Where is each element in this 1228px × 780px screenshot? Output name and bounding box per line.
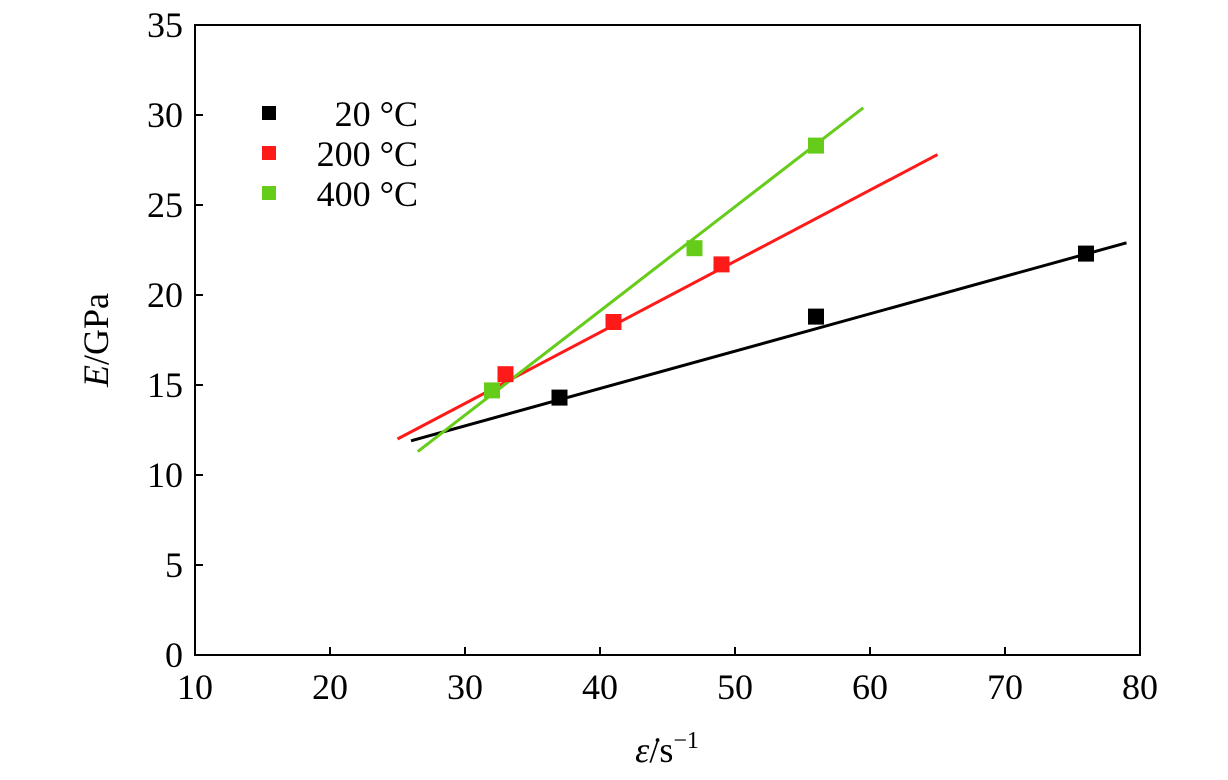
legend-marker	[262, 186, 276, 200]
data-point	[686, 240, 703, 257]
x-tick-label: 20	[312, 667, 348, 707]
x-tick-label: 60	[852, 667, 888, 707]
data-point	[1078, 245, 1094, 262]
y-axis-ticks: 0 5 10 15 20 25 30 35	[147, 5, 203, 675]
fit-line	[410, 241, 1127, 443]
data-point	[605, 314, 622, 330]
legend-label: 400 °C	[317, 174, 418, 214]
data-point	[808, 308, 824, 325]
y-tick-label: 25	[147, 185, 183, 225]
data-markers	[484, 137, 1094, 406]
y-tick-label: 15	[147, 365, 183, 405]
legend-label: 20 °C	[335, 94, 418, 134]
y-tick-label: 5	[165, 545, 183, 585]
x-tick-label: 80	[1122, 667, 1158, 707]
legend-marker	[262, 106, 276, 120]
x-tick-label: 30	[447, 667, 483, 707]
x-tick-label: 40	[582, 667, 618, 707]
data-point	[497, 366, 514, 383]
fit-lines	[396, 106, 1127, 453]
x-tick-label: 70	[987, 667, 1023, 707]
fit-line	[396, 153, 939, 441]
legend-label: 200 °C	[317, 134, 418, 174]
x-tick-label: 50	[717, 667, 753, 707]
y-tick-label: 20	[147, 275, 183, 315]
data-point	[713, 256, 730, 273]
y-tick-label: 0	[165, 635, 183, 675]
x-axis-title: ε̇/s−1	[635, 728, 699, 770]
y-tick-label: 35	[147, 5, 183, 45]
plot-frame	[194, 24, 1141, 656]
x-tick-label: 10	[177, 667, 213, 707]
y-tick-label: 10	[147, 455, 183, 495]
data-point	[808, 137, 824, 154]
data-point	[551, 389, 568, 406]
y-axis-title: E/GPa	[76, 293, 116, 388]
y-tick-label: 30	[147, 95, 183, 135]
legend-marker	[262, 146, 276, 160]
fit-line	[416, 106, 865, 453]
data-point	[484, 382, 500, 399]
x-axis-ticks: 10 20 30 40 50 60 70 80	[177, 647, 1158, 707]
